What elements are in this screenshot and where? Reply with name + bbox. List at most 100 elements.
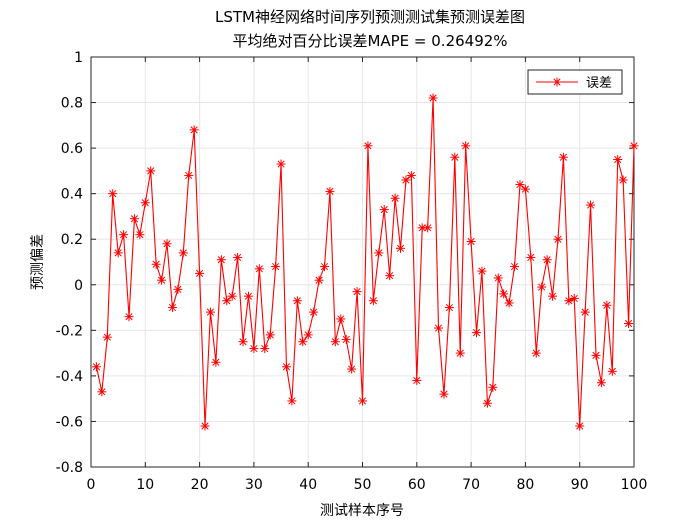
y-tick-label: 1 bbox=[74, 50, 83, 66]
data-point bbox=[129, 214, 139, 224]
data-point bbox=[596, 378, 606, 388]
data-point bbox=[238, 337, 248, 347]
data-point bbox=[336, 314, 346, 324]
x-axis-label: 测试样本序号 bbox=[320, 503, 404, 519]
data-point bbox=[325, 186, 335, 196]
data-point bbox=[287, 396, 297, 406]
x-tick-label: 20 bbox=[191, 477, 209, 493]
data-point bbox=[515, 180, 525, 190]
data-point bbox=[428, 93, 438, 103]
x-tick-label: 30 bbox=[245, 477, 263, 493]
data-point bbox=[119, 230, 129, 240]
data-point bbox=[499, 289, 509, 299]
x-tick-label: 100 bbox=[621, 477, 648, 493]
series-error bbox=[91, 93, 639, 431]
data-point bbox=[401, 175, 411, 185]
data-point bbox=[303, 330, 313, 340]
data-point bbox=[146, 166, 156, 176]
data-point bbox=[184, 170, 194, 180]
data-point bbox=[178, 248, 188, 258]
data-point bbox=[102, 332, 112, 342]
data-point bbox=[602, 300, 612, 310]
data-point bbox=[575, 421, 585, 431]
data-point bbox=[352, 287, 362, 297]
y-tick-label: -0.6 bbox=[56, 414, 83, 430]
data-point bbox=[613, 155, 623, 164]
data-point bbox=[580, 307, 590, 317]
data-point bbox=[455, 348, 465, 358]
data-point bbox=[205, 307, 215, 317]
y-tick-label: 0 bbox=[74, 278, 83, 294]
data-point bbox=[233, 252, 243, 262]
data-point bbox=[591, 350, 601, 360]
legend: 误差 bbox=[527, 69, 623, 95]
data-point bbox=[292, 296, 302, 306]
x-tick-label: 0 bbox=[87, 477, 96, 493]
data-point bbox=[211, 357, 221, 367]
legend-label: 误差 bbox=[586, 76, 612, 91]
data-point bbox=[113, 248, 123, 258]
data-point bbox=[450, 152, 460, 162]
x-tick-label: 10 bbox=[136, 477, 154, 493]
data-point bbox=[482, 398, 492, 408]
data-point bbox=[140, 198, 150, 208]
data-point bbox=[124, 312, 134, 322]
data-point bbox=[406, 170, 416, 180]
data-point bbox=[493, 273, 503, 283]
data-point bbox=[624, 319, 634, 328]
data-point bbox=[254, 264, 264, 274]
data-point bbox=[249, 344, 259, 354]
data-point bbox=[314, 275, 324, 285]
data-point bbox=[91, 362, 101, 372]
data-point bbox=[466, 237, 476, 246]
data-point bbox=[330, 337, 340, 347]
data-point bbox=[520, 184, 530, 194]
data-point bbox=[151, 259, 161, 269]
data-point bbox=[309, 307, 319, 317]
data-point bbox=[379, 205, 389, 215]
y-tick-label: 0.6 bbox=[61, 141, 83, 157]
data-point bbox=[553, 234, 563, 244]
y-tick-label: -0.8 bbox=[56, 460, 83, 476]
x-tick-label: 90 bbox=[571, 477, 589, 493]
data-point bbox=[162, 239, 172, 249]
data-point bbox=[216, 255, 226, 265]
data-point bbox=[347, 364, 357, 374]
data-point bbox=[189, 125, 199, 135]
data-point bbox=[618, 175, 628, 185]
data-point bbox=[390, 193, 400, 203]
data-point bbox=[281, 362, 291, 372]
x-tick-label: 80 bbox=[516, 477, 534, 493]
y-tick-label: 0.4 bbox=[61, 187, 83, 203]
data-point bbox=[200, 421, 210, 431]
data-point bbox=[629, 141, 639, 151]
data-point bbox=[558, 152, 568, 162]
x-tick-label: 70 bbox=[462, 477, 480, 493]
data-point bbox=[260, 344, 270, 354]
data-point bbox=[265, 330, 275, 340]
data-point bbox=[423, 223, 433, 233]
data-point bbox=[358, 396, 367, 406]
y-tick-label: -0.4 bbox=[56, 369, 83, 385]
data-point bbox=[271, 262, 281, 272]
data-point bbox=[195, 268, 205, 278]
y-tick-label: -0.2 bbox=[56, 323, 83, 339]
data-point bbox=[298, 337, 308, 347]
data-point bbox=[542, 255, 552, 265]
data-point bbox=[548, 291, 558, 301]
series-line bbox=[95, 97, 635, 427]
data-point bbox=[368, 296, 378, 306]
data-point bbox=[526, 252, 536, 262]
data-point bbox=[472, 328, 482, 338]
data-point bbox=[586, 200, 596, 210]
y-tick-label: 0.2 bbox=[61, 232, 83, 248]
y-tick-label: 0.8 bbox=[61, 96, 83, 112]
data-point bbox=[341, 334, 351, 344]
data-point bbox=[157, 275, 167, 285]
x-tick-label: 40 bbox=[299, 477, 317, 493]
data-point bbox=[537, 282, 547, 292]
data-point bbox=[135, 230, 145, 240]
data-point bbox=[444, 303, 454, 313]
data-point bbox=[412, 375, 422, 385]
data-point bbox=[385, 271, 395, 281]
